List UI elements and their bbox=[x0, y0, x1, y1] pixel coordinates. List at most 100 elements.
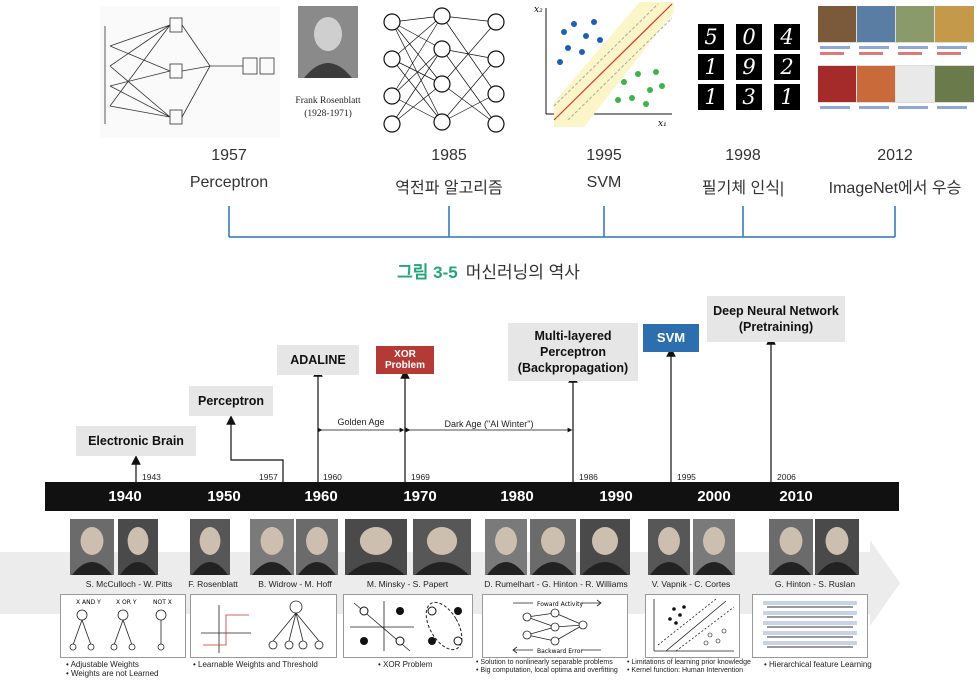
tick-year-1957: 1957 bbox=[259, 472, 278, 482]
milestone-label-handwriting: 필기체 인식| bbox=[701, 180, 785, 197]
note-mcculloch: • Adjustable Weights • Weights are not L… bbox=[66, 660, 159, 678]
milestone-label-svm: SVM bbox=[586, 174, 622, 191]
event-dnn-line-1: Deep Neural Network bbox=[713, 303, 839, 318]
event-xor-line-1: XOR bbox=[394, 349, 416, 360]
event-mlp-line-3: (Backpropagation) bbox=[517, 361, 629, 376]
gate-label-or: X OR Y bbox=[116, 599, 137, 606]
milestone-year-2012: 2012 bbox=[877, 147, 913, 164]
event-perceptron: Perceptron bbox=[189, 386, 273, 416]
person-portrait bbox=[693, 519, 735, 575]
perceptron-diagram-image bbox=[100, 6, 280, 138]
mnist-digit: 1 bbox=[774, 84, 800, 110]
imagenet-collage-image bbox=[818, 6, 974, 120]
svm-axis-y: x₂ bbox=[534, 5, 543, 15]
note-rosenblatt: • Learnable Weights and Threshold bbox=[193, 660, 318, 669]
person-portrait bbox=[648, 519, 690, 575]
tick-year-1969: 1969 bbox=[411, 472, 430, 482]
mnist-digit: 4 bbox=[774, 24, 800, 50]
person-portrait bbox=[250, 519, 294, 575]
event-deep-neural-network: Deep Neural Network (Pretraining) bbox=[707, 296, 845, 342]
gate-label-and: X AND Y bbox=[76, 599, 101, 606]
decade-1940: 1940 bbox=[108, 488, 142, 505]
note-vapnik-2: • Kernel function: Human Intervention bbox=[627, 667, 744, 675]
portrait-caption: Frank Rosenblatt bbox=[295, 96, 361, 106]
decade-1960: 1960 bbox=[304, 488, 338, 505]
tick-year-1986: 1986 bbox=[579, 472, 598, 482]
person-portrait bbox=[815, 519, 859, 575]
tick-year-1995: 1995 bbox=[677, 472, 696, 482]
event-xor-line-2: Problem bbox=[384, 360, 425, 371]
decade-1990: 1990 bbox=[599, 488, 633, 505]
event-dnn-line-2: (Pretraining) bbox=[738, 320, 814, 334]
figure-number: 그림 3-5 bbox=[397, 263, 458, 282]
note-rumelhart: • Solution to nonlinearly separable prob… bbox=[476, 659, 618, 675]
person-portrait bbox=[70, 519, 114, 575]
people-rumelhart-hinton-williams: D. Rumelhart - G. Hinton - R. Williams bbox=[484, 579, 628, 589]
event-electronic-brain: Electronic Brain bbox=[76, 426, 196, 456]
milestone-year-1998: 1998 bbox=[725, 147, 761, 164]
gate-label-not: NOT X bbox=[153, 599, 172, 606]
event-xor-problem: XOR Problem bbox=[376, 346, 434, 374]
milestone-year-1995: 1995 bbox=[586, 147, 622, 164]
note-rumelhart-1: • Solution to nonlinearly separable prob… bbox=[476, 659, 613, 666]
mnist-digit: 5 bbox=[698, 24, 724, 50]
decade-1980: 1980 bbox=[500, 488, 534, 505]
note-vapnik: • Limitations of learning prior knowledg… bbox=[627, 659, 751, 675]
era-dark-age: Dark Age ("AI Winter") bbox=[444, 419, 534, 429]
people-mcculloch-pitts: S. McCulloch - W. Pitts bbox=[85, 579, 173, 589]
person-portrait bbox=[413, 519, 471, 575]
milestone-label-imagenet: ImageNet에서 우승 bbox=[828, 180, 962, 197]
person-portrait bbox=[530, 519, 576, 575]
concept-xor bbox=[343, 594, 473, 658]
decade-2000: 2000 bbox=[697, 488, 731, 505]
person-portrait bbox=[580, 519, 630, 575]
milestone-year-1957: 1957 bbox=[211, 147, 247, 164]
mnist-digit: 3 bbox=[736, 84, 762, 110]
concept-backpropagation: Foward Activity Backward Error bbox=[482, 594, 628, 658]
note-vapnik-1: • Limitations of learning prior knowledg… bbox=[627, 659, 751, 666]
figure-title: 머신러닝의 역사 bbox=[465, 263, 580, 282]
event-multilayer-perceptron: Multi-layered Perceptron (Backpropagatio… bbox=[508, 323, 638, 381]
svm-axis-x: x₁ bbox=[658, 119, 667, 129]
note-minsky-1: • XOR Problem bbox=[378, 660, 433, 669]
note-hinton-1: • Hierarchical feature Learning bbox=[764, 660, 872, 669]
people-minsky-papert: M. Minsky - S. Papert bbox=[366, 579, 449, 589]
backward-error-label: Backward Error bbox=[537, 648, 583, 655]
portrait-dates: (1928-1971) bbox=[304, 109, 352, 119]
tick-year-1960: 1960 bbox=[323, 472, 342, 482]
decade-2010: 2010 bbox=[779, 488, 813, 505]
forward-activity-label: Foward Activity bbox=[537, 601, 583, 608]
mnist-digit: 1 bbox=[698, 54, 724, 80]
milestone-year-1985: 1985 bbox=[431, 147, 467, 164]
person-portrait bbox=[118, 519, 158, 575]
event-adaline: ADALINE bbox=[277, 345, 359, 375]
milestone-label-backprop: 역전파 알고리즘 bbox=[395, 180, 503, 197]
event-mlp-line-2: Perceptron bbox=[540, 344, 606, 359]
concept-svm-margin bbox=[645, 594, 740, 658]
note-rosenblatt-1: • Learnable Weights and Threshold bbox=[193, 660, 318, 669]
concept-perceptron-threshold bbox=[190, 594, 337, 658]
decade-bar bbox=[45, 482, 899, 511]
event-svm: SVM bbox=[643, 324, 699, 352]
mnist-digit: 1 bbox=[698, 84, 724, 110]
people-vapnik-cortes: V. Vapnik - C. Cortes bbox=[651, 579, 731, 589]
era-golden-age: Golden Age bbox=[337, 417, 385, 427]
backprop-network-image bbox=[380, 4, 510, 136]
mnist-digit: 0 bbox=[736, 24, 762, 50]
note-hinton: • Hierarchical feature Learning bbox=[764, 660, 872, 669]
event-mlp-line-1: Multi-layered bbox=[534, 328, 612, 343]
svm-plot-image: x₂ x₁ bbox=[534, 2, 676, 132]
figure-caption: 그림 3-5 머신러닝의 역사 bbox=[0, 258, 977, 283]
mnist-digit: 2 bbox=[774, 54, 800, 80]
tick-year-1943: 1943 bbox=[142, 472, 161, 482]
people-hinton-ruslan: G. Hinton - S. Ruslan bbox=[774, 579, 856, 589]
note-minsky: • XOR Problem bbox=[378, 660, 432, 669]
mnist-digit: 9 bbox=[736, 54, 762, 80]
note-mcculloch-1: • Adjustable Weights bbox=[66, 660, 139, 669]
people-rosenblatt: F. Rosenblatt bbox=[188, 579, 238, 589]
decade-1950: 1950 bbox=[207, 488, 241, 505]
concept-hierarchical-features bbox=[752, 594, 868, 658]
person-portrait bbox=[296, 519, 338, 575]
concept-logic-gates: X AND Y X OR Y NOT X bbox=[60, 594, 186, 658]
